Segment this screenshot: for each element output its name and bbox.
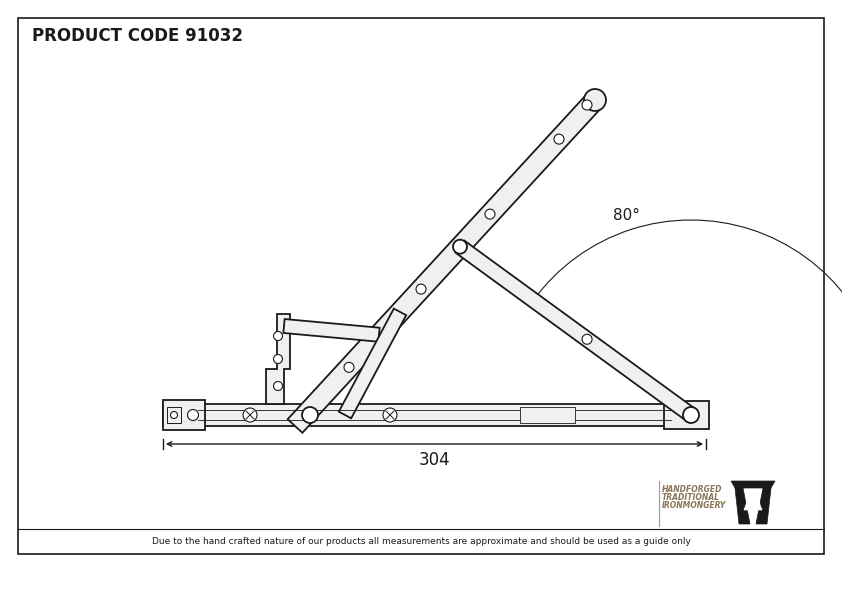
Circle shape: [274, 381, 283, 390]
Text: Due to the hand crafted nature of our products all measurements are approximate : Due to the hand crafted nature of our pr…: [152, 538, 690, 547]
Bar: [664, 401, 709, 429]
Circle shape: [170, 411, 178, 418]
Circle shape: [683, 407, 699, 423]
Circle shape: [453, 240, 467, 254]
Circle shape: [243, 408, 257, 422]
Circle shape: [554, 134, 564, 144]
Polygon shape: [338, 309, 406, 418]
Circle shape: [302, 407, 318, 423]
Bar: [520, 407, 575, 423]
Text: IRONMONGERY: IRONMONGERY: [662, 501, 727, 510]
Circle shape: [416, 284, 426, 294]
Circle shape: [188, 409, 199, 421]
Circle shape: [485, 209, 495, 219]
Circle shape: [582, 334, 592, 344]
Circle shape: [274, 355, 283, 364]
Circle shape: [582, 100, 592, 110]
Text: HANDFORGED: HANDFORGED: [662, 485, 722, 493]
Circle shape: [383, 408, 397, 422]
Bar: [167, 407, 181, 423]
Polygon shape: [756, 488, 771, 524]
Polygon shape: [288, 93, 602, 433]
Bar: [163, 404, 706, 426]
Polygon shape: [284, 319, 380, 342]
Circle shape: [344, 362, 354, 372]
Circle shape: [584, 89, 606, 111]
Text: PRODUCT CODE 91032: PRODUCT CODE 91032: [32, 27, 243, 45]
Text: TRADITIONAL: TRADITIONAL: [662, 492, 720, 501]
Text: 304: 304: [418, 451, 450, 469]
Polygon shape: [731, 481, 775, 488]
Circle shape: [274, 331, 283, 340]
Polygon shape: [744, 502, 762, 510]
Text: 80°: 80°: [613, 208, 640, 223]
Bar: [163, 400, 205, 430]
Polygon shape: [456, 241, 695, 421]
Polygon shape: [735, 488, 750, 524]
Circle shape: [684, 408, 698, 422]
Bar: [18, 18, 824, 554]
Polygon shape: [266, 314, 290, 404]
